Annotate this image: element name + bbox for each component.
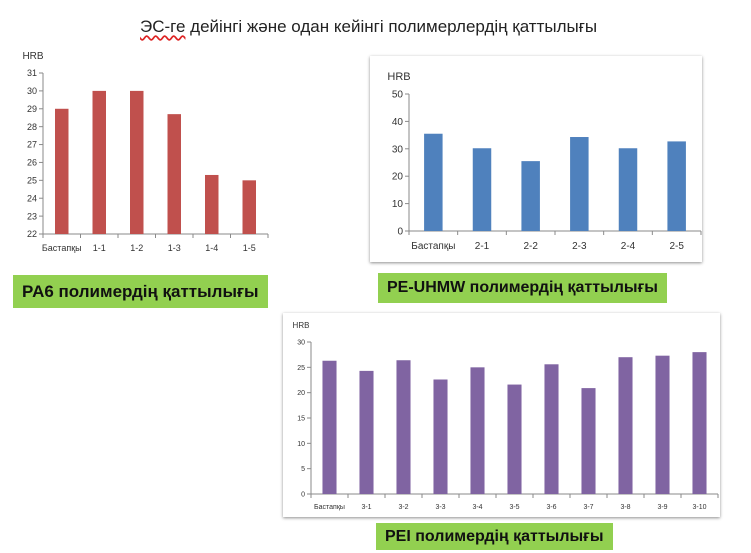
x-tick-label: 3-3 bbox=[435, 504, 445, 511]
chart-panel-pei bbox=[283, 313, 720, 517]
caption-pe-uhmw: PE-UHMW полимердің қаттылығы bbox=[378, 273, 667, 303]
x-tick-label: 1-3 bbox=[168, 243, 181, 253]
x-tick-label: 2-5 bbox=[669, 241, 684, 252]
y-tick-label: 31 bbox=[27, 68, 37, 78]
y-tick-label: 20 bbox=[392, 172, 404, 183]
x-tick-label: 3-10 bbox=[692, 504, 706, 511]
x-tick-label: Бастапқы bbox=[42, 243, 82, 253]
y-tick-label: 25 bbox=[27, 175, 37, 185]
x-tick-label: 3-2 bbox=[398, 504, 408, 511]
bar-pa6-1-3 bbox=[167, 114, 181, 234]
bar-pei-3-8 bbox=[618, 357, 633, 494]
bar-pei-3-5 bbox=[507, 384, 522, 494]
x-tick-label: 3-7 bbox=[583, 504, 593, 511]
y-axis-title: HRB bbox=[293, 321, 310, 330]
x-tick-label: 3-1 bbox=[361, 504, 371, 511]
x-tick-label: 3-6 bbox=[546, 504, 556, 511]
bar-pe-uhmw-2-3 bbox=[570, 137, 589, 231]
bar-pei-Бастапқы bbox=[322, 360, 337, 494]
x-tick-label: 1-5 bbox=[243, 243, 256, 253]
caption-pei: PEI полимердің қаттылығы bbox=[376, 523, 613, 550]
y-tick-label: 50 bbox=[392, 90, 404, 101]
page-title-prefix: ЭС-ге bbox=[140, 17, 186, 36]
bar-pei-3-2 bbox=[396, 360, 411, 494]
x-tick-label: 1-4 bbox=[205, 243, 218, 253]
y-tick-label: 40 bbox=[392, 117, 404, 128]
x-tick-label: 3-9 bbox=[657, 504, 667, 511]
y-tick-label: 5 bbox=[301, 466, 305, 473]
x-tick-label: Бастапқы bbox=[314, 504, 345, 511]
x-tick-label: 2-4 bbox=[621, 241, 636, 252]
chart-svg: HRB 0 10 20 30 40 50 Бастапқы 2-1 2-2 2-3 2-4 2-5 bbox=[387, 71, 702, 252]
y-tick-label: 29 bbox=[27, 104, 37, 114]
x-tick-label: 2-1 bbox=[475, 241, 490, 252]
y-tick-label: 26 bbox=[27, 158, 37, 168]
bar-pe-uhmw-2-4 bbox=[618, 148, 638, 231]
chart-pa6-hardness: HRB 22 23 24 25 26 27 28 29 30 31 Бастапқы 1-1 1-2 1-3… bbox=[20, 51, 270, 265]
x-tick-label: 2-2 bbox=[523, 241, 538, 252]
bar-pa6-1-5 bbox=[242, 180, 256, 234]
page-title: ЭС-ге дейінгі және одан кейінгі полимерл… bbox=[140, 17, 597, 37]
page-title-rest: дейінгі және одан кейінгі полимерлердің … bbox=[185, 17, 598, 36]
x-tick-label: 3-4 bbox=[472, 504, 482, 511]
bar-pei-3-4 bbox=[470, 367, 485, 494]
bar-pe-uhmw-2-5 bbox=[667, 141, 686, 231]
bar-pei-3-6 bbox=[544, 364, 559, 494]
y-tick-label: 27 bbox=[27, 140, 37, 150]
bar-pa6-1-2 bbox=[130, 90, 144, 234]
chart-svg: HRB 0 5 10 15 20 25 30 Бастапқы 3-1 3-2 3-3 3-4 3-5 3-… bbox=[293, 321, 719, 511]
y-tick-label: 24 bbox=[27, 193, 37, 203]
y-axis-title: HRB bbox=[387, 71, 410, 83]
bar-pei-3-3 bbox=[433, 379, 448, 494]
x-tick-label: 2-3 bbox=[572, 241, 587, 252]
chart-pei-hardness: HRB 0 5 10 15 20 25 30 Бастапқы 3-1 3-2 3-3 3-4 3-5 3-… bbox=[283, 313, 720, 517]
chart-pe-uhmw-hardness: HRB 0 10 20 30 40 50 Бастапқы 2-1 2-2 2-3 2-4 2-5 bbox=[370, 56, 702, 262]
x-tick-label: 1-2 bbox=[130, 243, 143, 253]
y-tick-label: 0 bbox=[397, 227, 403, 238]
y-tick-label: 28 bbox=[27, 122, 37, 132]
bar-pei-3-7 bbox=[581, 388, 596, 494]
bar-pei-3-9 bbox=[655, 355, 670, 494]
y-tick-label: 10 bbox=[297, 441, 305, 448]
x-tick-label: Бастапқы bbox=[411, 241, 455, 252]
x-tick-label: 3-5 bbox=[509, 504, 519, 511]
bar-pa6-1-4 bbox=[205, 174, 219, 234]
y-tick-label: 20 bbox=[297, 390, 305, 397]
bar-pei-3-10 bbox=[692, 352, 707, 494]
bar-pe-uhmw-Бастапқы bbox=[424, 133, 443, 231]
y-tick-label: 22 bbox=[27, 229, 37, 239]
bar-pe-uhmw-2-2 bbox=[521, 161, 540, 231]
y-tick-label: 25 bbox=[297, 365, 305, 372]
caption-pa6: PA6 полимердің қаттылығы bbox=[13, 275, 268, 308]
bar-pei-3-1 bbox=[359, 370, 374, 494]
y-axis-title: HRB bbox=[22, 51, 43, 62]
y-tick-label: 30 bbox=[27, 86, 37, 96]
y-tick-label: 30 bbox=[297, 339, 305, 346]
bar-pa6-1-1 bbox=[92, 90, 106, 234]
y-tick-label: 10 bbox=[392, 199, 404, 210]
y-tick-label: 30 bbox=[392, 144, 404, 155]
x-tick-label: 3-8 bbox=[620, 504, 630, 511]
y-tick-label: 23 bbox=[27, 211, 37, 221]
bar-pe-uhmw-2-1 bbox=[472, 148, 492, 231]
y-tick-label: 0 bbox=[301, 491, 305, 498]
chart-svg: HRB 22 23 24 25 26 27 28 29 30 31 Бастапқы 1-1 1-2 1-3… bbox=[22, 51, 269, 253]
x-tick-label: 1-1 bbox=[93, 243, 106, 253]
bar-pa6-Бастапқы bbox=[55, 108, 69, 234]
y-tick-label: 15 bbox=[297, 415, 305, 422]
